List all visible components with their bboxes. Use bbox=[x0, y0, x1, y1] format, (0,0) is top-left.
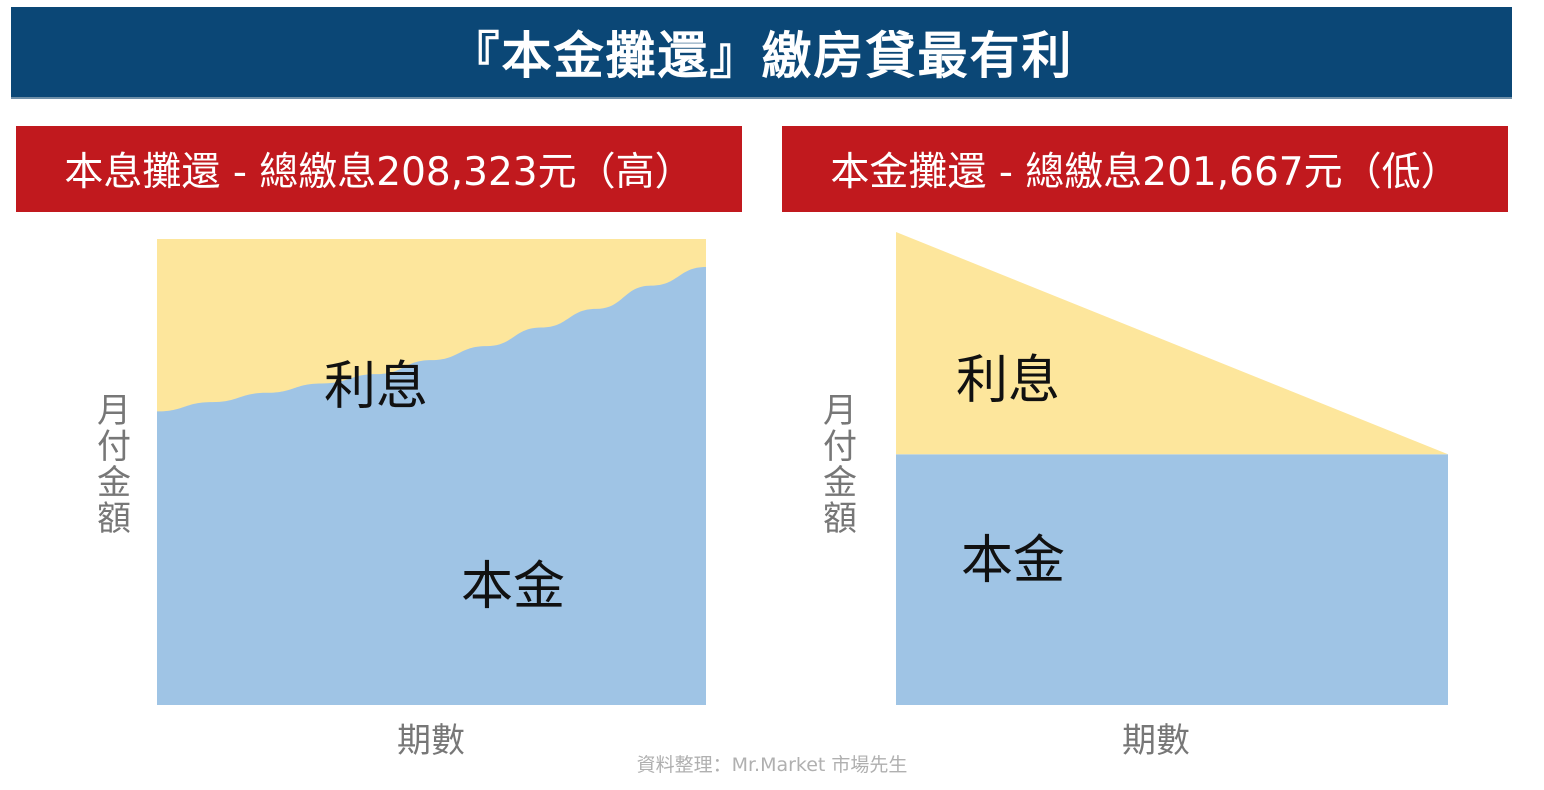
svg-text:付: 付 bbox=[97, 427, 131, 467]
x-axis-label-right: 期數 bbox=[1122, 721, 1190, 761]
principal-area-left bbox=[157, 266, 706, 705]
x-axis-label-left: 期數 bbox=[397, 721, 465, 761]
svg-text:付: 付 bbox=[823, 427, 857, 467]
svg-text:月: 月 bbox=[97, 391, 131, 431]
left-chart-subtitle-banner: 本息攤還 - 總繳息208,323元（高） bbox=[16, 126, 742, 212]
interest-area-right bbox=[896, 232, 1448, 455]
title-banner: 『本金攤還』繳房貸最有利 bbox=[11, 7, 1512, 99]
svg-text:額: 額 bbox=[97, 499, 131, 539]
principal-label-right: 本金 bbox=[961, 531, 1065, 591]
interest-label-left: 利息 bbox=[324, 357, 428, 417]
svg-text:金: 金 bbox=[823, 463, 857, 503]
interest-label-right: 利息 bbox=[956, 351, 1060, 411]
principal-label-left: 本金 bbox=[461, 557, 565, 617]
svg-text:額: 額 bbox=[823, 499, 857, 539]
source-note: 資料整理：Mr.Market 市場先生 bbox=[636, 754, 908, 776]
page-title: 『本金攤還』繳房貸最有利 bbox=[449, 27, 1074, 85]
right-chart-subtitle-banner: 本金攤還 - 總繳息201,667元（低） bbox=[782, 126, 1508, 212]
left-chart-subtitle: 本息攤還 - 總繳息208,323元（高） bbox=[64, 150, 694, 195]
svg-text:金: 金 bbox=[97, 463, 131, 503]
principal-area-right bbox=[896, 454, 1448, 705]
right-chart-subtitle: 本金攤還 - 總繳息201,667元（低） bbox=[830, 150, 1460, 195]
svg-text:月: 月 bbox=[823, 391, 857, 431]
